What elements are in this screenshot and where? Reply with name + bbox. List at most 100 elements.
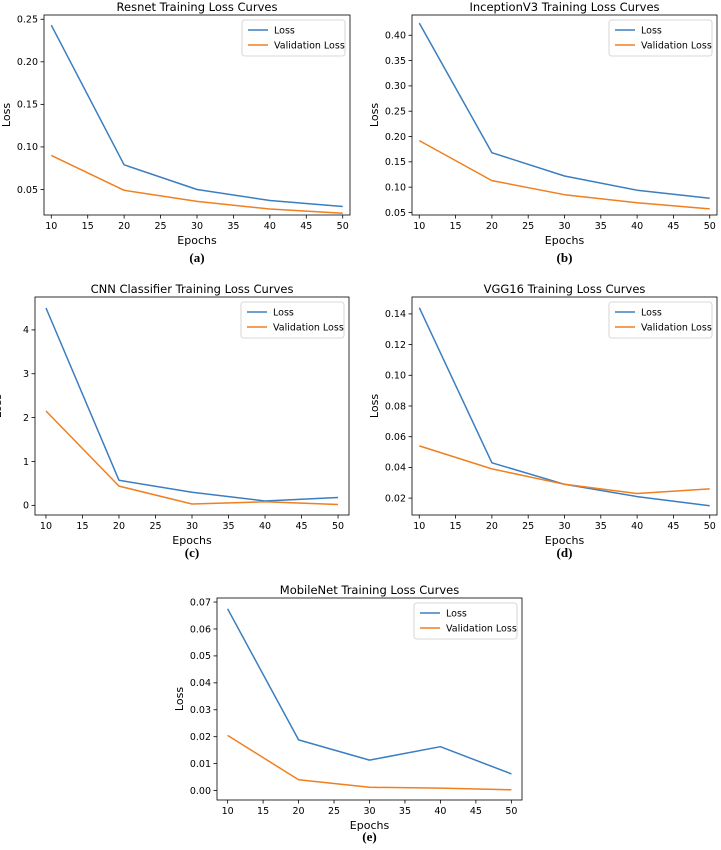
legend-entry: Validation Loss: [641, 322, 712, 333]
chart-panel-b: InceptionV3 Training Loss Curves 10 15 20 25…: [368, 0, 718, 265]
plot-frame: [216, 597, 523, 801]
x-tick-label: 45: [295, 521, 307, 532]
y-axis-label: Loss: [368, 394, 381, 418]
y-axis-label: Loss: [368, 103, 381, 127]
y-tick-label: 0.03: [190, 705, 211, 716]
x-tick-label: 25: [328, 806, 340, 817]
x-tick-label: 25: [522, 521, 534, 532]
legend-box: [413, 602, 518, 640]
x-tick-label: 15: [82, 221, 94, 232]
legend-box: [608, 19, 713, 57]
x-tick-label: 20: [486, 521, 498, 532]
panel-label: (c): [185, 545, 199, 560]
x-tick-label: 20: [293, 806, 305, 817]
legend-entry: Loss: [274, 25, 295, 36]
x-tick-label: 45: [667, 521, 679, 532]
legend-box: [241, 19, 346, 57]
plot-frame: [34, 296, 350, 516]
chart-title: VGG16 Training Loss Curves: [484, 282, 646, 296]
legend: Loss Validation Loss: [240, 301, 345, 339]
x-tick-label: 25: [155, 221, 167, 232]
plot-frame: [43, 14, 351, 216]
x-tick-label: 10: [222, 806, 234, 817]
y-tick-label: 0.01: [190, 759, 211, 770]
x-tick-label: 50: [704, 521, 716, 532]
series-line-validation-loss: [45, 410, 339, 506]
y-tick-label: 0.10: [17, 142, 38, 153]
panel-label: (b): [557, 250, 573, 265]
y-tick-label: 0.05: [17, 185, 38, 196]
series-line-loss: [45, 307, 339, 502]
x-tick-label: 30: [186, 521, 198, 532]
plot-frame: [411, 14, 718, 216]
x-tick-label: 30: [558, 221, 570, 232]
x-tick-label: 45: [300, 221, 312, 232]
x-tick-label: 40: [631, 521, 643, 532]
chart-panel-a: Resnet Training Loss Curves 10 15 20 25 30 35 4…: [0, 0, 351, 265]
legend-entry: Validation Loss: [274, 40, 345, 51]
x-tick-label: 20: [113, 521, 125, 532]
chart-title: InceptionV3 Training Loss Curves: [469, 0, 659, 14]
x-tick-label: 50: [704, 221, 716, 232]
y-tick-label: 0.35: [385, 56, 406, 67]
x-tick-label: 10: [413, 221, 425, 232]
x-tick-label: 50: [332, 521, 344, 532]
chart-title: Resnet Training Loss Curves: [117, 0, 278, 14]
legend-entry: Loss: [273, 307, 294, 318]
y-axis-label: Loss: [173, 687, 186, 711]
y-tick-label: 0.12: [385, 340, 406, 351]
plot-frame: [411, 296, 718, 516]
legend-box: [240, 301, 345, 339]
y-tick-label: 0.02: [385, 493, 406, 504]
series-line-loss: [418, 22, 710, 200]
y-tick-label: 0.00: [190, 786, 211, 797]
y-tick-label: 0.20: [17, 57, 38, 68]
y-tick-label: 0.07: [190, 597, 211, 608]
y-tick-label: 3: [23, 369, 29, 380]
series-line-loss: [226, 608, 512, 775]
legend: Loss Validation Loss: [241, 19, 346, 57]
x-tick-label: 15: [450, 221, 462, 232]
y-tick-label: 0.06: [385, 432, 406, 443]
legend-box: [608, 301, 713, 339]
panel-label: (a): [189, 250, 204, 265]
x-tick-label: 25: [522, 221, 534, 232]
y-tick-label: 0.20: [385, 132, 406, 143]
panel-label: (e): [362, 829, 376, 844]
x-tick-label: 15: [257, 806, 269, 817]
y-tick-label: 0.30: [385, 81, 406, 92]
legend-entry: Loss: [641, 25, 662, 36]
x-tick-label: 15: [450, 521, 462, 532]
legend: Loss Validation Loss: [608, 19, 713, 57]
y-tick-label: 0.08: [385, 401, 406, 412]
x-tick-label: 40: [259, 521, 271, 532]
series-line-validation-loss: [227, 734, 512, 791]
chart-title: CNN Classifier Training Loss Curves: [91, 282, 294, 296]
series-line-validation-loss: [418, 139, 710, 210]
y-tick-label: 0.10: [385, 182, 406, 193]
x-tick-label: 35: [595, 521, 607, 532]
legend-entry: Validation Loss: [446, 623, 517, 634]
x-axis-label: Epochs: [177, 234, 217, 247]
x-axis-label: Epochs: [545, 534, 585, 547]
legend-entry: Loss: [446, 608, 467, 619]
y-tick-label: 2: [23, 413, 29, 424]
series-line-loss: [50, 24, 343, 208]
x-tick-label: 20: [486, 221, 498, 232]
legend: Loss Validation Loss: [413, 602, 518, 640]
x-tick-label: 10: [413, 521, 425, 532]
x-tick-label: 35: [222, 521, 234, 532]
x-tick-label: 10: [45, 221, 57, 232]
x-tick-label: 40: [264, 221, 276, 232]
series-line-validation-loss: [419, 445, 710, 495]
y-tick-label: 0.40: [385, 31, 406, 42]
y-tick-label: 0.10: [385, 371, 406, 382]
x-axis-label: Epochs: [350, 819, 390, 832]
y-tick-label: 0.25: [17, 15, 38, 26]
legend-entry: Validation Loss: [641, 40, 712, 51]
legend-entry: Loss: [641, 307, 662, 318]
x-tick-label: 50: [505, 806, 517, 817]
x-tick-label: 30: [363, 806, 375, 817]
x-tick-label: 40: [631, 221, 643, 232]
